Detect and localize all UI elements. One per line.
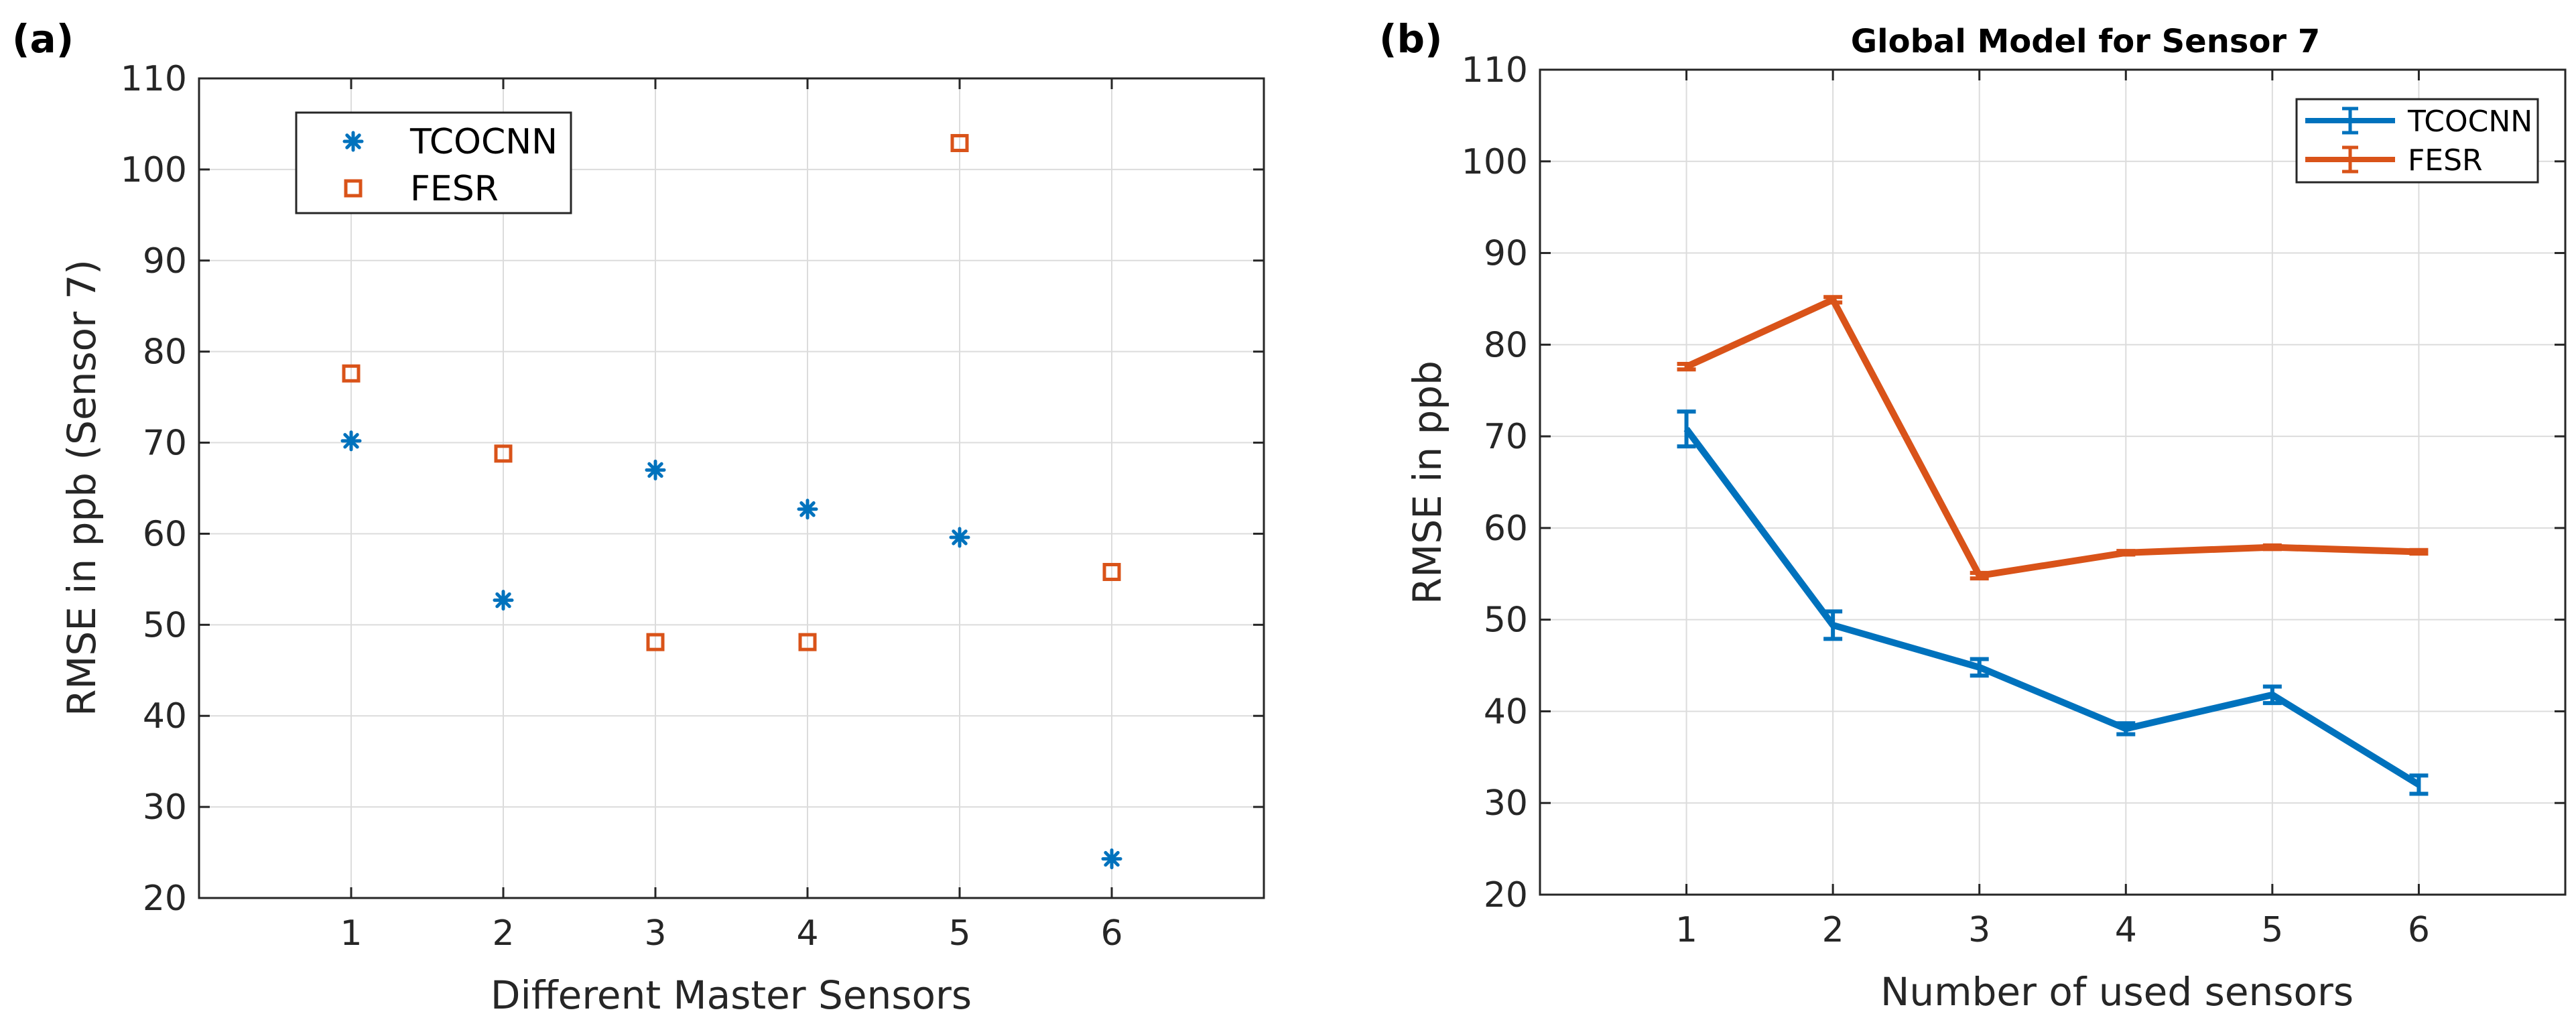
legend-box-a xyxy=(295,111,572,214)
error-bar-fesr xyxy=(1677,362,1696,372)
point-tcocnn-stroke xyxy=(495,592,511,608)
y-tick-label: 20 xyxy=(143,879,187,919)
y-tick-label: 90 xyxy=(1484,234,1528,274)
y-tick-label: 70 xyxy=(1484,417,1528,457)
point-tcocnn-stroke xyxy=(343,433,359,449)
legend-marker-fesr xyxy=(2305,145,2395,174)
point-tcocnn xyxy=(797,499,818,520)
error-bar-fesr xyxy=(2116,549,2136,557)
chart-title-b: Global Model for Sensor 7 xyxy=(1851,23,2320,60)
point-fesr xyxy=(1102,563,1121,582)
y-axis-label-b: RMSE in ppb xyxy=(1405,361,1450,604)
series-line-fesr xyxy=(1685,296,2419,580)
y-tick-label: 100 xyxy=(121,150,187,190)
y-axis-label-a: RMSE in ppb (Sensor 7) xyxy=(59,259,105,716)
plot-area-a xyxy=(198,77,1265,899)
y-tick-label: 20 xyxy=(1484,875,1528,915)
error-bar-tcocnn xyxy=(1823,609,1843,641)
error-bar-tcocnn xyxy=(1677,409,1696,449)
y-tick-label: 50 xyxy=(1484,600,1528,641)
legend-b: TCOCNN FESR xyxy=(2295,98,2539,184)
x-tick-label: 3 xyxy=(644,913,666,954)
point-fesr xyxy=(950,133,969,152)
data-marks-b xyxy=(1677,295,2429,796)
point-tcocnn xyxy=(645,459,666,480)
x-tick-label: 6 xyxy=(1100,913,1122,954)
point-fesr xyxy=(646,633,665,651)
legend-a: TCOCNN FESR xyxy=(295,111,572,214)
point-tcocnn-stroke xyxy=(1104,850,1120,867)
ticks-b: 1 2 3 4 5 6 20 30 40 50 60 70 80 90 100 110 xyxy=(1462,50,2565,950)
x-tick-label: 1 xyxy=(340,913,362,954)
panel-label-a: (a) xyxy=(12,16,74,62)
y-tick-label: 40 xyxy=(143,696,187,736)
x-tick-label: 1 xyxy=(1675,910,1697,950)
legend-label-tcocnn-b: TCOCNN xyxy=(2407,105,2532,139)
ticks-a: 1 2 3 4 5 6 20 30 40 50 60 70 80 90 100 110 xyxy=(121,59,1264,954)
y-tick-label: 40 xyxy=(1484,692,1528,732)
chart-panel-a: (a) 1 2 3 4 5 6 20 30 40 50 60 70 80 90 100 110 Differe… xyxy=(12,16,1265,1018)
point-tcocnn xyxy=(1101,848,1122,870)
x-tick-label: 5 xyxy=(2261,910,2283,950)
legend-marker-tcocnn xyxy=(2305,107,2395,135)
legend-label-fesr-a: FESR xyxy=(410,169,499,209)
y-tick-label: 60 xyxy=(143,514,187,554)
series-line-tcocnn xyxy=(1683,427,2421,788)
legend-marks-b xyxy=(2305,107,2395,174)
y-tick-label: 70 xyxy=(143,424,187,464)
point-fesr xyxy=(342,364,361,383)
y-tick-label: 90 xyxy=(143,241,187,281)
grid-b xyxy=(1540,70,2565,895)
panel-label-b: (b) xyxy=(1379,16,1443,62)
x-tick-label: 3 xyxy=(1968,910,1990,950)
y-tick-label: 110 xyxy=(121,59,187,99)
legend-marker-tcocnn xyxy=(342,131,364,152)
point-tcocnn-stroke xyxy=(647,462,663,478)
error-bar-fesr xyxy=(1970,570,1989,581)
error-bar-tcocnn xyxy=(2116,721,2136,736)
legend-marker-tcocnn-stroke xyxy=(345,133,361,149)
y-tick-label: 50 xyxy=(143,605,187,645)
point-tcocnn xyxy=(949,527,970,548)
legend-label-fesr-b: FESR xyxy=(2408,143,2483,178)
chart-panel-b: (b) Global Model for Sensor 7 1 2 3 4 5 6 20 30… xyxy=(1379,16,2567,1015)
error-bar-tcocnn xyxy=(2409,773,2429,796)
legend-marks-a xyxy=(342,131,364,198)
x-tick-label: 4 xyxy=(2115,910,2137,950)
error-bar-fesr xyxy=(2409,548,2429,556)
x-axis-label-a: Different Master Sensors xyxy=(491,972,972,1018)
y-tick-label: 60 xyxy=(1484,509,1528,549)
x-tick-label: 2 xyxy=(492,913,514,954)
x-tick-label: 4 xyxy=(796,913,818,954)
data-marks-a xyxy=(340,133,1122,870)
point-fesr xyxy=(494,444,513,463)
y-tick-label: 30 xyxy=(1484,783,1528,824)
error-bar-fesr xyxy=(1823,295,1843,305)
point-fesr xyxy=(798,633,817,651)
y-tick-label: 80 xyxy=(143,332,187,373)
x-axis-label-b: Number of used sensors xyxy=(1880,969,2354,1015)
point-tcocnn xyxy=(340,430,362,452)
plot-area-b xyxy=(1539,68,2567,896)
error-bar-tcocnn xyxy=(1970,657,1989,678)
x-tick-label: 5 xyxy=(948,913,970,954)
grid-a xyxy=(199,78,1264,898)
legend-box-b xyxy=(2295,98,2539,184)
x-tick-label: 2 xyxy=(1822,910,1844,950)
legend-label-tcocnn-a: TCOCNN xyxy=(409,122,558,162)
point-tcocnn-stroke xyxy=(799,501,816,517)
y-tick-label: 110 xyxy=(1462,50,1528,90)
y-tick-label: 30 xyxy=(143,787,187,828)
point-tcocnn-stroke xyxy=(952,529,968,545)
x-tick-label: 6 xyxy=(2408,910,2430,950)
y-tick-label: 100 xyxy=(1462,142,1528,182)
y-tick-label: 80 xyxy=(1484,325,1528,365)
point-tcocnn xyxy=(493,590,514,611)
legend-marker-fesr xyxy=(344,179,363,198)
error-bar-tcocnn xyxy=(2262,684,2282,706)
error-bar-fesr xyxy=(2262,543,2282,552)
